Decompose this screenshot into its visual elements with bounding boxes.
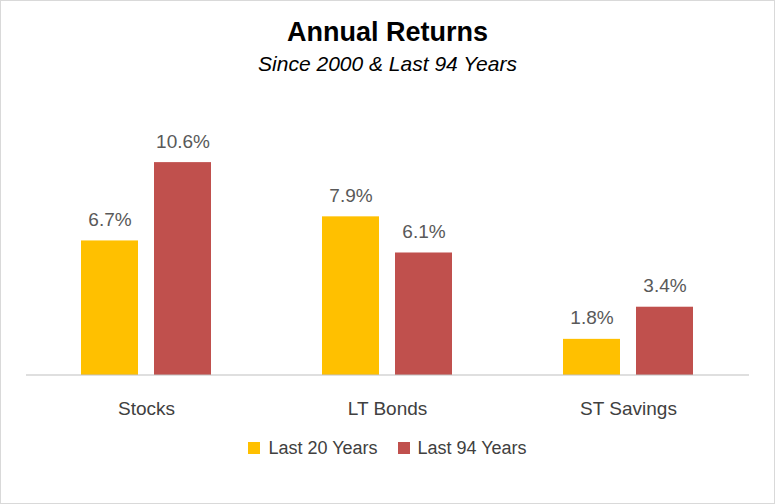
svg-text:3.4%: 3.4% xyxy=(643,275,686,296)
html-text:Annual Returns: Annual Returns xyxy=(287,17,488,47)
svg-text:7.9%: 7.9% xyxy=(329,185,372,206)
svg-text:10.6%: 10.6% xyxy=(156,131,210,152)
html-text:Since 2000 & Last 94 Years: Since 2000 & Last 94 Years xyxy=(258,52,517,75)
svg-text:ST Savings: ST Savings xyxy=(580,398,677,419)
svg-text:Stocks: Stocks xyxy=(118,398,175,419)
svg-text:1.8%: 1.8% xyxy=(570,307,613,328)
svg-text:6.1%: 6.1% xyxy=(402,221,445,242)
svg-text:6.7%: 6.7% xyxy=(88,209,131,230)
html-text:Last 94 Years: Last 94 Years xyxy=(417,437,527,458)
svg-text:LT Bonds: LT Bonds xyxy=(348,398,428,419)
html-text:Last 20 Years: Last 20 Years xyxy=(268,437,378,458)
